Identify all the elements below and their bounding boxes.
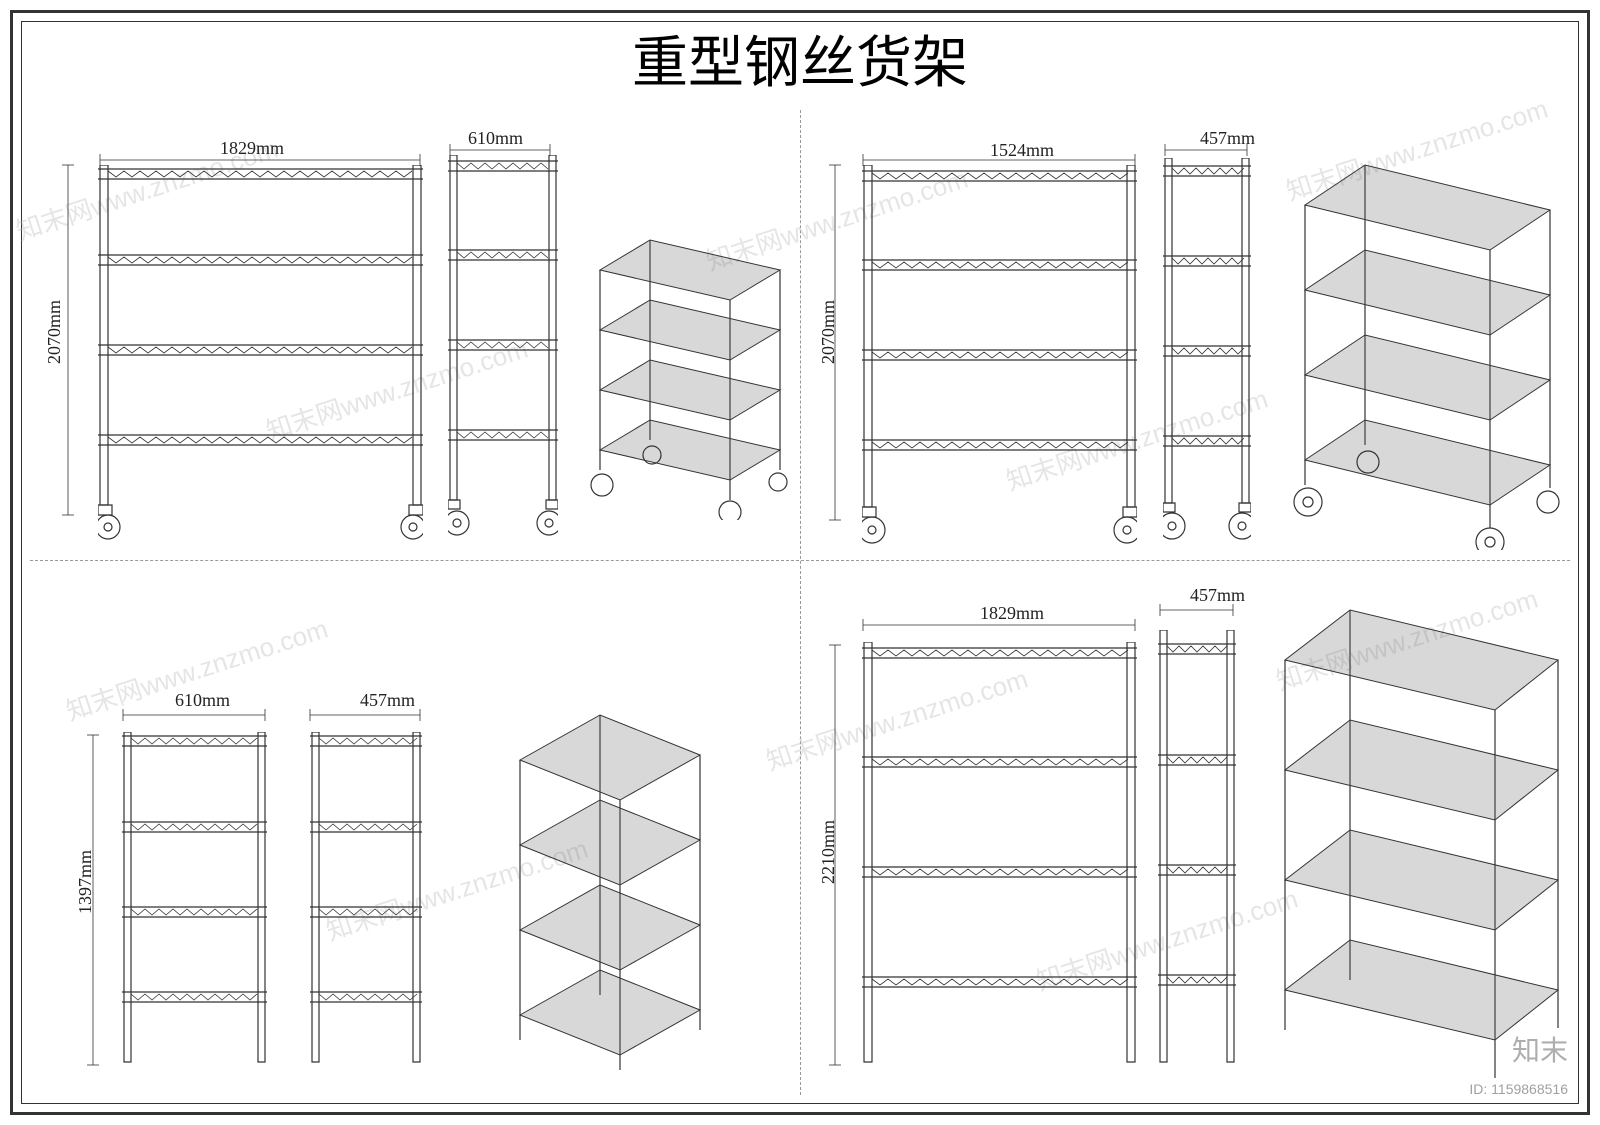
page-title: 重型钢丝货架 [0,18,1600,99]
rack-q4-front [862,642,1137,1067]
rack-q4-side [1158,630,1236,1068]
rack-q1-front [98,165,423,545]
rack-q3-side [310,732,422,1067]
divider-vertical [800,110,801,1095]
rack-q2-front [862,165,1137,550]
watermark-id: ID: 1159868516 [1469,1081,1568,1097]
rack-q4-iso [1260,590,1570,1080]
rack-q1-side [448,155,558,545]
rack-q2-side [1163,158,1251,550]
rack-q3-iso [490,700,720,1070]
rack-q1-iso [580,230,790,520]
rack-q2-iso [1280,150,1570,550]
rack-q3-front [122,732,267,1067]
